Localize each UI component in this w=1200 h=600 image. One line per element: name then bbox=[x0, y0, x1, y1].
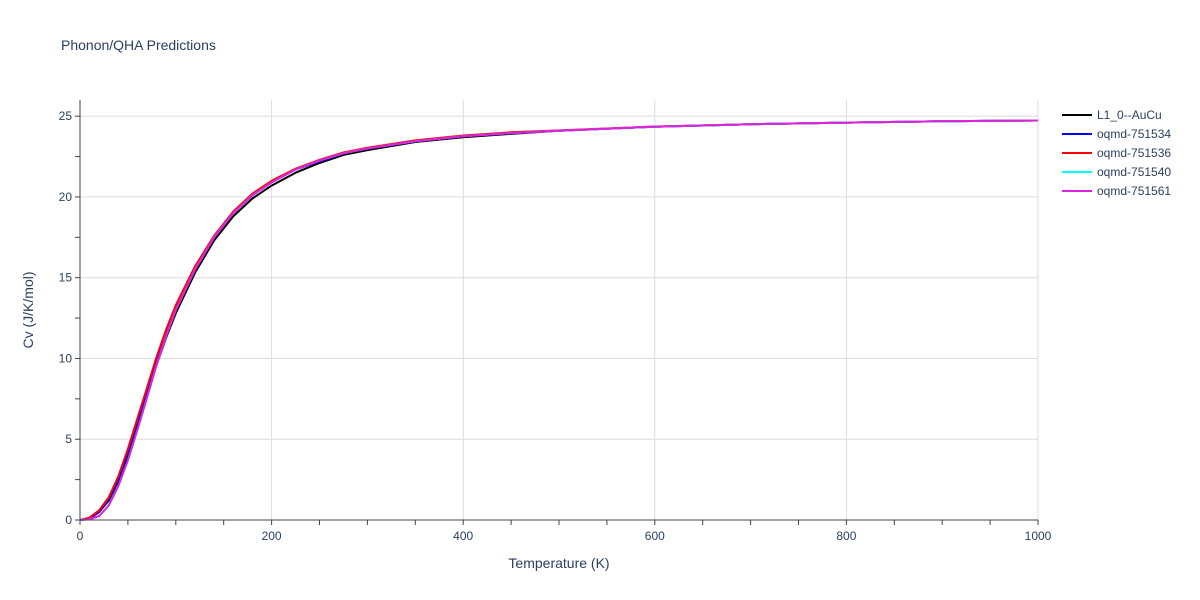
series-line-oqmd-751536 bbox=[79, 119, 1039, 521]
y-tick-label: 10 bbox=[59, 351, 73, 365]
legend-label: oqmd-751561 bbox=[1097, 184, 1171, 198]
x-tick-label: 200 bbox=[262, 529, 282, 543]
series-lines bbox=[79, 119, 1039, 521]
y-tick-label: 5 bbox=[65, 432, 72, 446]
legend-label: oqmd-751534 bbox=[1097, 127, 1171, 141]
x-axis-title: Temperature (K) bbox=[508, 555, 609, 571]
series-line-L1_0--AuCu bbox=[79, 119, 1039, 521]
legend-item-oqmd-751536[interactable]: oqmd-751536 bbox=[1062, 146, 1171, 160]
y-tick-label: 20 bbox=[59, 190, 73, 204]
x-tick-label: 1000 bbox=[1025, 529, 1052, 543]
x-tick-label: 600 bbox=[645, 529, 665, 543]
chart-title: Phonon/QHA Predictions bbox=[61, 37, 216, 53]
legend-label: L1_0--AuCu bbox=[1097, 108, 1162, 122]
axes: 0 200 400 600 800 1000 0 5 10 15 20 25 bbox=[59, 100, 1052, 543]
series-line-oqmd-751561 bbox=[79, 119, 1039, 521]
x-tick-label: 400 bbox=[453, 529, 473, 543]
y-tick-label: 25 bbox=[59, 109, 73, 123]
y-tick-label: 15 bbox=[59, 271, 73, 285]
legend-label: oqmd-751540 bbox=[1097, 165, 1171, 179]
x-tick-label: 800 bbox=[836, 529, 856, 543]
legend-item-oqmd-751540[interactable]: oqmd-751540 bbox=[1062, 165, 1171, 179]
y-axis-title: Cv (J/K/mol) bbox=[20, 272, 36, 349]
legend[interactable]: L1_0--AuCu oqmd-751534 oqmd-751536 oqmd-751… bbox=[1062, 108, 1171, 198]
x-tick-label: 0 bbox=[77, 529, 84, 543]
grid bbox=[80, 100, 1039, 520]
legend-item-oqmd-751561[interactable]: oqmd-751561 bbox=[1062, 184, 1171, 198]
legend-label: oqmd-751536 bbox=[1097, 146, 1171, 160]
legend-item-L1_0--AuCu[interactable]: L1_0--AuCu bbox=[1062, 108, 1162, 122]
series-line-oqmd-751534 bbox=[79, 119, 1039, 521]
series-line-oqmd-751540 bbox=[79, 119, 1039, 521]
legend-item-oqmd-751534[interactable]: oqmd-751534 bbox=[1062, 127, 1171, 141]
y-tick-label: 0 bbox=[65, 513, 72, 527]
